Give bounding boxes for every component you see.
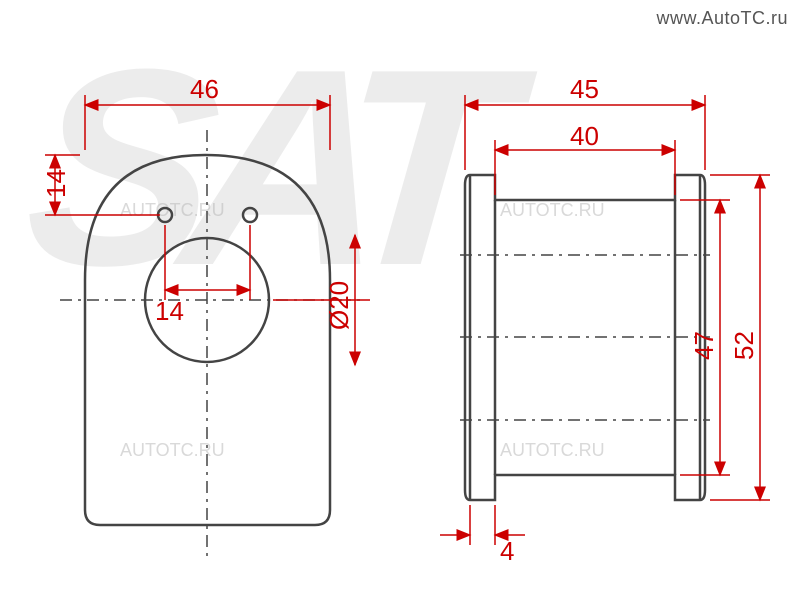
dim-width-46: 46 xyxy=(190,74,219,104)
dim-14h: 14 xyxy=(155,296,184,326)
technical-drawing: 46 14 14 Ø20 45 40 xyxy=(0,0,800,600)
dim-4: 4 xyxy=(500,536,514,566)
dim-40: 40 xyxy=(570,121,599,151)
dim-14v: 14 xyxy=(41,169,71,198)
dim-52: 52 xyxy=(729,331,759,360)
left-view: 46 14 14 Ø20 xyxy=(41,74,370,560)
dim-dia20: Ø20 xyxy=(324,281,354,330)
dim-45: 45 xyxy=(570,74,599,104)
dim-47: 47 xyxy=(689,331,719,360)
right-view: 45 40 4 47 52 xyxy=(440,74,770,566)
